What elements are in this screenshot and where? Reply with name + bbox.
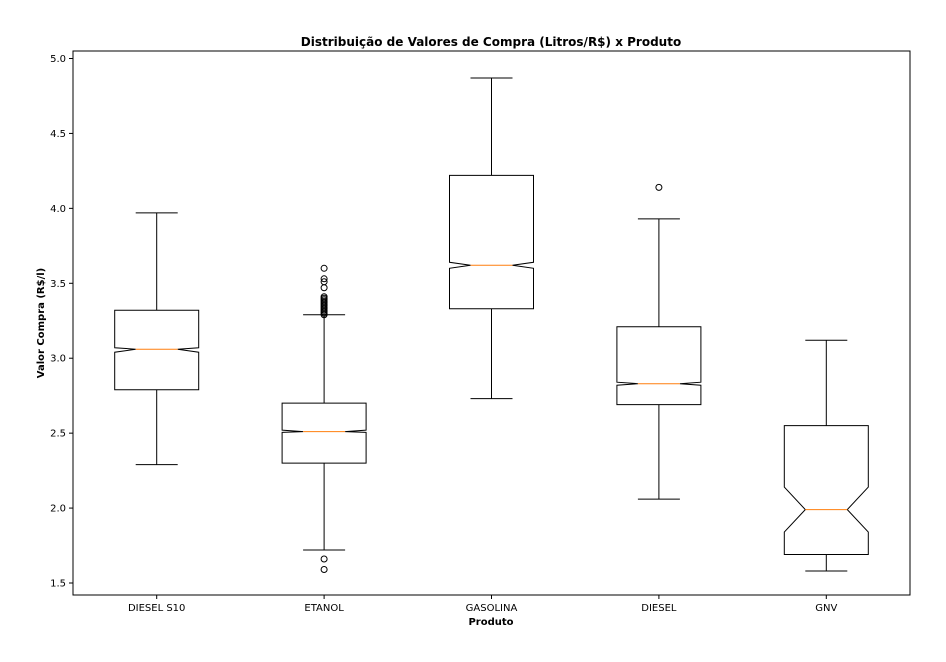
- notched-box: [114, 309, 200, 391]
- box-etanol: [281, 264, 367, 574]
- boxes-group: [114, 77, 869, 574]
- box-diesel-s10: [114, 212, 200, 466]
- box-gasolina: [449, 77, 534, 400]
- x-tick-label: GASOLINA: [466, 603, 518, 614]
- x-axis-label: Produto: [468, 617, 513, 628]
- box-gnv: [783, 339, 869, 572]
- y-tick-label: 5.0: [50, 54, 66, 65]
- box-diesel: [616, 183, 702, 500]
- y-tick-label: 2.0: [50, 504, 66, 515]
- y-axis-label: Valor Compra (R$/l): [36, 268, 47, 378]
- notched-box: [281, 402, 367, 464]
- x-tick-label: DIESEL: [641, 603, 677, 614]
- y-tick-label: 3.5: [50, 279, 66, 290]
- y-axis: 1.5 2.0 2.5 3.0 3.5 4.0 4.5 5.0: [50, 54, 73, 590]
- outlier-point: [655, 183, 663, 191]
- outlier-point: [320, 264, 328, 272]
- outlier-point: [320, 566, 328, 574]
- x-tick-label: DIESEL S10: [128, 603, 185, 614]
- x-tick-label: ETANOL: [304, 603, 344, 614]
- y-tick-label: 2.5: [50, 429, 66, 440]
- x-axis: DIESEL S10 ETANOL GASOLINA DIESEL GNV: [128, 595, 837, 614]
- outlier-point: [320, 278, 328, 286]
- outlier-point: [320, 284, 328, 292]
- outlier-point: [320, 275, 328, 283]
- outlier-point: [320, 555, 328, 563]
- y-tick-label: 3.0: [50, 354, 66, 365]
- notched-box: [616, 326, 702, 406]
- notched-box: [449, 174, 534, 310]
- notched-box: [783, 425, 869, 556]
- y-tick-label: 1.5: [50, 579, 66, 590]
- y-tick-label: 4.0: [50, 204, 66, 215]
- chart-title: Distribuição de Valores de Compra (Litro…: [301, 35, 681, 49]
- y-tick-label: 4.5: [50, 129, 66, 140]
- x-tick-label: GNV: [815, 603, 837, 614]
- outlier-point: [320, 293, 328, 301]
